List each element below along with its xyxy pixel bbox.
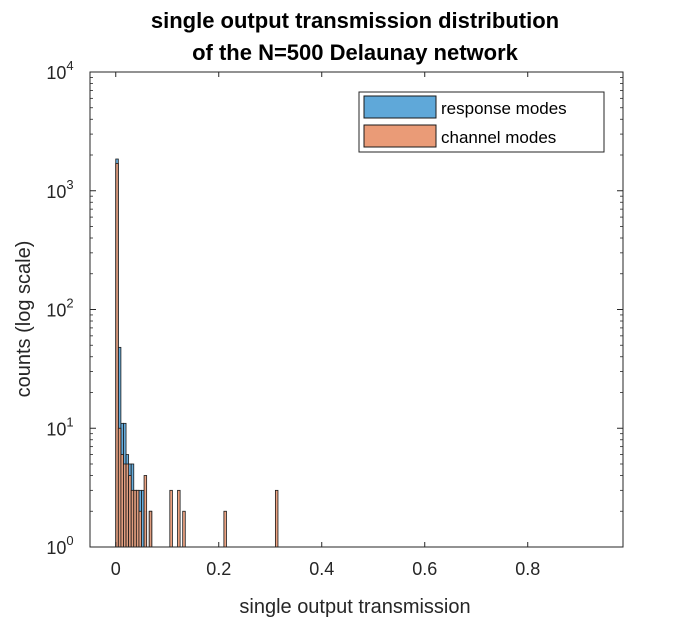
chart-title-line-2: of the N=500 Delaunay network [192,40,519,65]
bar-channel-modes [177,489,181,548]
y-tick-label: 101 [46,414,73,439]
y-tick-label: 102 [46,296,73,321]
chart-title-line-1: single output transmission distribution [151,8,559,33]
plot-frame [89,71,624,548]
axis-ticks: 0 0.2 0.4 0.6 0.8 100 101 102 103 104 [46,58,623,579]
legend-label-response-modes: response modes [441,99,567,118]
x-tick-label: 0.2 [206,559,231,579]
legend-swatch-response-modes [363,95,437,119]
x-tick-label: 0.4 [309,559,334,579]
x-tick-label: 0 [111,559,121,579]
bar-channel-modes [138,510,142,548]
bar-channel-modes [223,510,227,548]
x-tick-label: 0.8 [515,559,540,579]
y-tick-label: 104 [46,58,73,83]
bar-channel-modes [169,489,173,548]
legend-swatch-channel-modes [363,124,437,148]
y-tick-label: 100 [46,533,73,558]
y-tick-label: 103 [46,177,73,202]
bar-channel-modes [182,510,186,548]
x-axis-label: single output transmission [239,596,470,618]
bar-channel-modes [148,510,153,548]
legend: response modes channel modes [358,91,605,153]
legend-label-channel-modes: channel modes [441,128,556,147]
y-axis-label: counts (log scale) [13,241,35,398]
x-tick-label: 0.6 [412,559,437,579]
bar-channel-modes [274,489,279,548]
bar-channel-modes [143,475,148,548]
